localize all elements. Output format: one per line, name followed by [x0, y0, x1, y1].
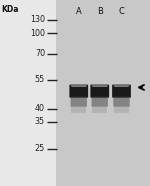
FancyBboxPatch shape — [113, 96, 130, 107]
Bar — [72, 86, 86, 87]
Text: B: B — [97, 7, 103, 15]
Text: 70: 70 — [35, 49, 45, 58]
Bar — [92, 85, 107, 87]
Bar — [113, 85, 130, 86]
Bar — [92, 106, 107, 113]
Text: 100: 100 — [30, 29, 45, 38]
Text: 55: 55 — [35, 76, 45, 84]
Bar — [0, 0, 56, 186]
Text: C: C — [118, 7, 124, 15]
Bar — [93, 86, 107, 87]
Bar — [70, 84, 87, 86]
Text: A: A — [76, 7, 82, 15]
Text: 35: 35 — [35, 117, 45, 126]
FancyBboxPatch shape — [69, 85, 88, 98]
Bar — [92, 85, 108, 86]
Text: 40: 40 — [35, 104, 45, 113]
Bar — [114, 85, 129, 86]
Text: KDa: KDa — [2, 5, 19, 14]
Bar — [71, 85, 86, 87]
Bar — [113, 84, 130, 86]
Bar — [114, 106, 129, 113]
Bar — [92, 85, 108, 86]
Bar — [71, 85, 87, 86]
FancyBboxPatch shape — [90, 85, 109, 98]
Bar — [56, 0, 150, 186]
Bar — [91, 84, 108, 86]
FancyBboxPatch shape — [112, 85, 131, 98]
Text: 25: 25 — [35, 144, 45, 153]
FancyBboxPatch shape — [92, 96, 108, 107]
Bar — [71, 106, 86, 113]
Text: 130: 130 — [30, 15, 45, 24]
Bar — [115, 86, 128, 87]
Bar — [70, 85, 87, 86]
Bar — [114, 85, 129, 87]
FancyBboxPatch shape — [70, 96, 87, 107]
